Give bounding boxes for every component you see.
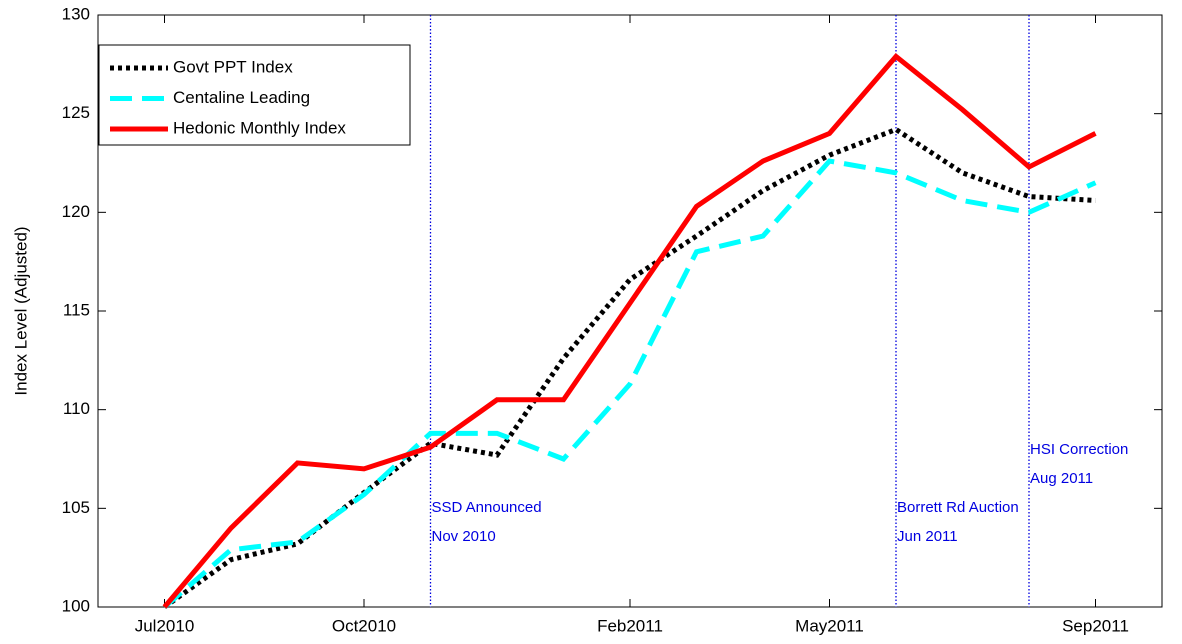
series-line — [162, 158, 1097, 609]
event-label: Borrett Rd Auction — [897, 499, 1019, 516]
event-label: Nov 2010 — [432, 528, 496, 545]
event-label: Jun 2011 — [897, 528, 958, 545]
x-tick-label: Feb2011 — [597, 616, 663, 635]
event-label: SSD Announced — [432, 499, 542, 516]
y-axis-label: Index Level (Adjusted) — [11, 226, 30, 395]
legend: Govt PPT Index Centaline Leading Hedonic M… — [98, 44, 411, 146]
y-tick-label: 120 — [62, 202, 90, 221]
x-tick-label: May2011 — [795, 616, 864, 635]
y-tick-label: 110 — [63, 399, 90, 418]
y-tick-label: 130 — [62, 4, 90, 23]
x-tick-label: Sep2011 — [1062, 616, 1129, 635]
event-label: HSI Correction — [1030, 441, 1128, 458]
x-tick-label: Oct2010 — [332, 616, 396, 635]
legend-label: Govt PPT Index — [173, 57, 293, 76]
legend-label: Centaline Leading — [173, 88, 310, 107]
y-tick-label: 100 — [62, 596, 90, 615]
y-tick-label: 115 — [63, 300, 90, 319]
x-tick-label: Jul2010 — [135, 616, 195, 635]
series-line — [162, 52, 1097, 609]
y-tick-label: 125 — [62, 103, 90, 122]
legend-label: Hedonic Monthly Index — [173, 118, 346, 137]
y-tick-label: 105 — [62, 498, 90, 517]
event-label: Aug 2011 — [1030, 470, 1093, 487]
